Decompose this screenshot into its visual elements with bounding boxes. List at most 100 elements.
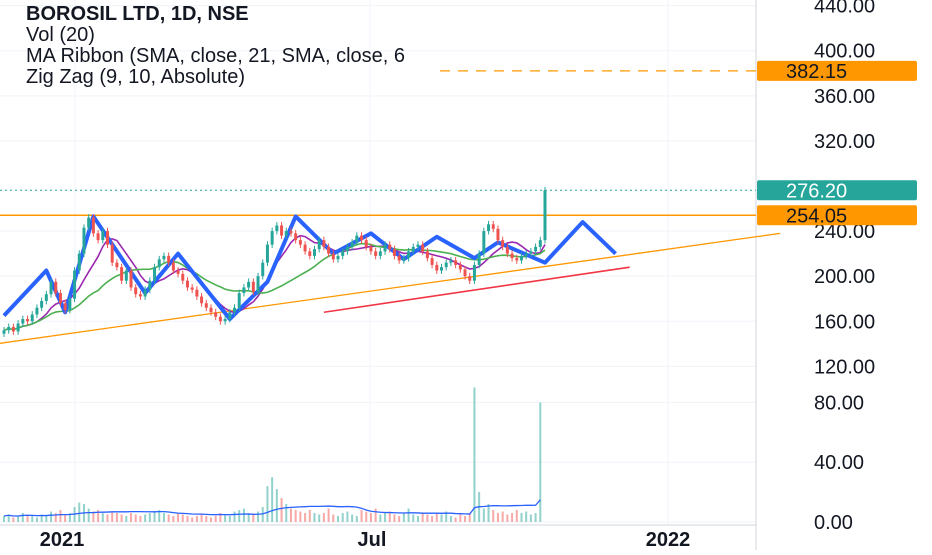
volume-bar [64,514,67,522]
volume-bar [214,516,217,522]
volume-bar [322,513,325,522]
volume-bar [280,498,283,522]
candle-body [440,267,444,271]
candle-body [341,251,345,256]
volume-bar [242,508,245,522]
candle-body [378,251,382,256]
time-tick-label: 2021 [40,529,85,550]
volume-bar [388,511,391,522]
volume-bar [68,513,71,522]
volume-bar [219,513,222,522]
candle-body [35,307,39,315]
volume-bar [506,514,509,522]
candle-body [270,231,274,245]
volume-bar [186,516,189,522]
candle-body [416,244,420,247]
volume-bar [144,514,147,522]
candle-body [134,287,138,295]
indicator-lines [0,70,781,344]
candle-body [364,240,368,247]
candle-body [477,253,481,265]
volume-tick-label: 40.00 [814,452,864,474]
candle-body [327,246,331,254]
volume-bar [341,513,344,522]
volume-bar [454,517,457,522]
volume-bar [101,513,104,522]
volume-bar [384,513,387,522]
candle-body [289,231,293,234]
candle-body [105,231,109,245]
candle-body [265,244,269,263]
candle-body [218,316,222,322]
candle-body [298,240,302,245]
candle-body [138,294,142,297]
time-tick-label: 2022 [646,529,691,550]
volume-bar [412,514,415,522]
volume-bar [177,513,180,522]
candle-body [392,249,396,256]
candle-body [63,303,67,310]
candle-body [162,255,166,260]
candle-body [472,264,476,281]
candle-body [204,303,208,308]
sma-fast-line [17,234,546,329]
volume-bar [172,516,175,522]
volume-bar [181,514,184,522]
volume-bar [539,402,542,522]
zigzag-target-label: 382.15 [786,61,847,83]
candle-body [190,287,194,290]
volume-bar [299,511,302,522]
candle-body [383,244,387,252]
last-price-label: 276.20 [786,180,847,202]
candle-body [96,233,100,241]
time-axis[interactable]: 2021 Jul 2022 [40,529,691,551]
volume-ma-line [3,499,541,517]
volume-bar [337,516,340,522]
candle-body [153,267,157,281]
candle-body [524,253,528,256]
candle-body [87,217,91,228]
volume-bar [139,516,142,522]
candle-body [454,260,458,265]
volume-bar [534,513,537,522]
volume-bar [120,514,123,522]
volume-bar [318,514,321,522]
candle-body [407,251,411,259]
volume-bar [12,517,15,522]
resistance-label: 254.05 [786,205,847,227]
volume-bar [360,510,363,522]
time-tick-label: Jul [358,529,387,550]
candle-body [7,326,11,331]
candle-body [444,262,448,268]
candle-body [284,231,288,236]
candle-body [275,225,279,232]
volume-bar [50,511,53,522]
volume-bar [35,517,38,522]
candle-body [425,251,429,259]
candle-body [68,298,72,310]
volume-bar [487,504,490,522]
volume-tick-label: 0.00 [814,512,853,534]
volume-bar [449,516,452,522]
volume-bar [355,516,358,522]
volume-bar [228,516,231,522]
candle-body [167,255,171,263]
price-tick-label: 360.00 [814,86,875,108]
candle-body [54,281,58,294]
candle-body [49,281,53,295]
candle-body [501,240,505,247]
candle-body [30,314,34,322]
volume-bar [31,516,34,522]
candle-body [402,258,406,261]
volume-bar [285,504,288,522]
candle-body [11,326,15,332]
resistance-label-box [757,205,917,226]
candle-body [148,280,152,290]
volume-bar [200,514,203,522]
price-axis[interactable]: 440.00 400.00 360.00 320.00 240.00 200.00 160.… [757,0,917,534]
volume-bar [431,516,434,522]
volume-bar [3,516,5,522]
candle-body [280,225,284,236]
